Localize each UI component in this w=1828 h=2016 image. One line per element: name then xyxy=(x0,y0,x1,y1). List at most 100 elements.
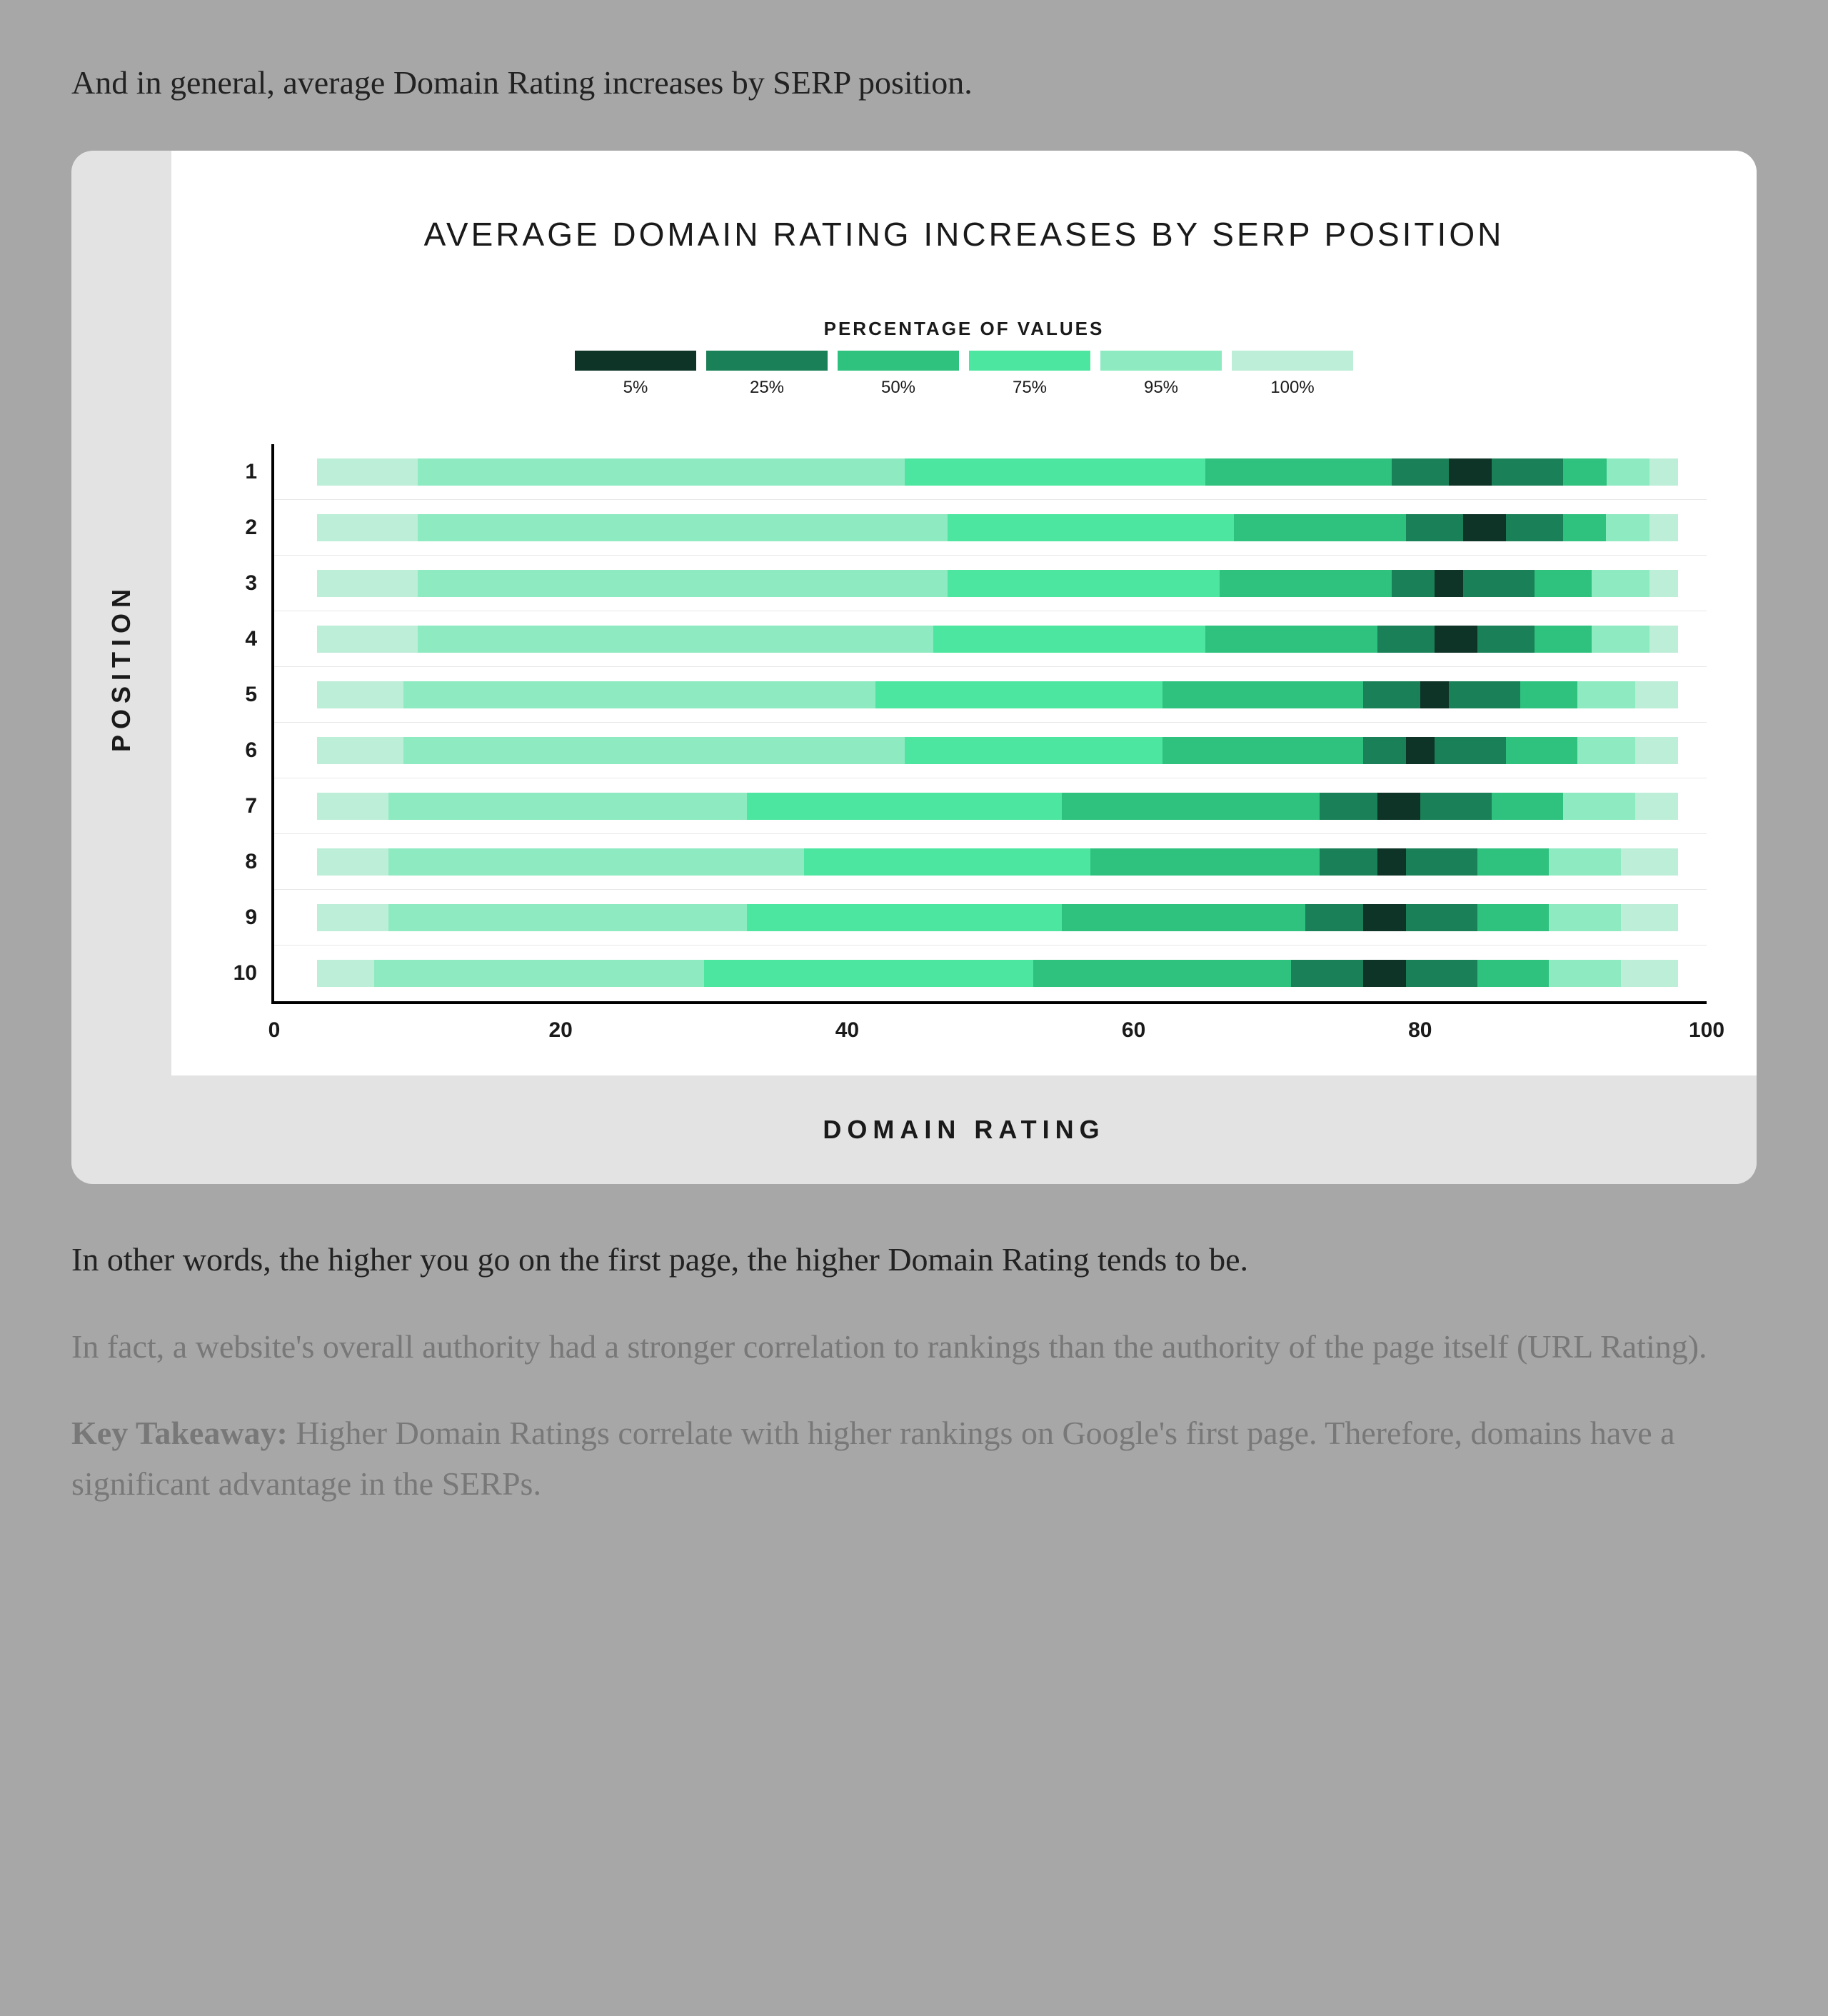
key-takeaway-text: Higher Domain Ratings correlate with hig… xyxy=(71,1415,1675,1502)
bar-segment xyxy=(317,681,403,708)
bar-segment xyxy=(1363,681,1420,708)
bar-segment xyxy=(1477,848,1549,876)
bar-segment xyxy=(1506,737,1577,764)
legend-item: 5% xyxy=(575,351,696,398)
bar-segment xyxy=(1649,514,1678,541)
bar-segment xyxy=(1392,458,1449,486)
bar-segment xyxy=(1549,848,1620,876)
key-takeaway-label: Key Takeaway: xyxy=(71,1415,288,1451)
bar-row xyxy=(274,611,1707,667)
bar-segment xyxy=(1406,737,1435,764)
y-tick-label: 10 xyxy=(221,946,271,1001)
bar-segment xyxy=(317,570,417,597)
x-axis-band: DOMAIN RATING xyxy=(171,1075,1757,1184)
bar-segment xyxy=(1649,458,1678,486)
y-axis-label: POSITION xyxy=(106,583,136,752)
bar-segment xyxy=(1577,737,1634,764)
bar-segment xyxy=(948,570,1220,597)
x-tick-label: 60 xyxy=(1122,1018,1145,1043)
y-tick-label: 3 xyxy=(221,556,271,611)
legend-swatch xyxy=(575,351,696,371)
outro-block: In other words, the higher you go on the… xyxy=(71,1234,1757,1509)
bar-row xyxy=(274,778,1707,834)
bar-segment xyxy=(1062,793,1320,820)
x-ticks: 020406080100 xyxy=(271,1018,1707,1047)
bar-segment xyxy=(1649,570,1678,597)
y-ticks: 12345678910 xyxy=(221,444,271,1004)
bar-segment xyxy=(418,626,933,653)
y-tick-label: 1 xyxy=(221,444,271,500)
y-tick-label: 9 xyxy=(221,890,271,946)
bar-row xyxy=(274,890,1707,946)
bar-segment xyxy=(1492,458,1563,486)
y-tick-label: 7 xyxy=(221,778,271,834)
bar-segment xyxy=(1363,960,1406,987)
legend-label: 100% xyxy=(1270,378,1314,398)
bar-segment xyxy=(1649,626,1678,653)
bar-segment xyxy=(403,681,876,708)
bar-stack xyxy=(317,626,1678,653)
bar-segment xyxy=(1377,793,1420,820)
x-axis: 020406080100 xyxy=(221,1018,1707,1047)
bar-segment xyxy=(1449,681,1520,708)
bar-segment xyxy=(1477,904,1549,931)
bar-segment xyxy=(1406,904,1477,931)
bar-segment xyxy=(1220,570,1392,597)
bar-segment xyxy=(905,737,1162,764)
bar-segment xyxy=(388,904,746,931)
bar-segment xyxy=(1377,848,1406,876)
legend-label: 95% xyxy=(1144,378,1178,398)
bars-viewport xyxy=(271,444,1707,1004)
bar-segment xyxy=(1492,793,1563,820)
bar-segment xyxy=(1162,681,1363,708)
bar-segment xyxy=(1563,458,1606,486)
bar-segment xyxy=(418,570,948,597)
bar-segment xyxy=(1621,848,1678,876)
bar-segment xyxy=(1592,626,1649,653)
legend-swatch xyxy=(706,351,828,371)
bar-segment xyxy=(1205,458,1392,486)
legend-label: 5% xyxy=(623,378,648,398)
x-tick-label: 100 xyxy=(1689,1018,1724,1043)
bar-segment xyxy=(388,793,746,820)
bar-row xyxy=(274,946,1707,1001)
bar-row xyxy=(274,834,1707,890)
outro-p2: In fact, a website's overall authority h… xyxy=(71,1321,1757,1372)
bar-segment xyxy=(317,904,388,931)
bar-segment xyxy=(317,960,374,987)
y-tick-label: 6 xyxy=(221,723,271,778)
bar-segment xyxy=(704,960,1033,987)
bar-segment xyxy=(1606,514,1649,541)
bar-segment xyxy=(1535,570,1592,597)
bar-segment xyxy=(747,793,1062,820)
legend-swatch xyxy=(838,351,959,371)
bar-segment xyxy=(1435,570,1463,597)
bar-stack xyxy=(317,960,1678,987)
bar-segment xyxy=(747,904,1062,931)
bar-segment xyxy=(1033,960,1291,987)
bar-segment xyxy=(875,681,1162,708)
bar-segment xyxy=(388,848,804,876)
legend-item: 25% xyxy=(706,351,828,398)
x-tick-label: 20 xyxy=(549,1018,573,1043)
bar-segment xyxy=(905,458,1205,486)
bar-row xyxy=(274,723,1707,778)
bar-segment xyxy=(1577,681,1634,708)
bar-segment xyxy=(1635,681,1678,708)
legend-item: 100% xyxy=(1232,351,1353,398)
bar-segment xyxy=(1520,681,1577,708)
bar-segment xyxy=(317,514,417,541)
bar-row xyxy=(274,556,1707,611)
bar-segment xyxy=(1463,514,1506,541)
outro-p3: Key Takeaway: Higher Domain Ratings corr… xyxy=(71,1408,1757,1510)
bar-segment xyxy=(1291,960,1362,987)
chart-body: 12345678910 xyxy=(221,444,1707,1004)
bar-segment xyxy=(948,514,1234,541)
y-tick-label: 4 xyxy=(221,611,271,667)
bar-segment xyxy=(1320,848,1377,876)
x-tick-label: 80 xyxy=(1408,1018,1432,1043)
bar-segment xyxy=(1406,848,1477,876)
bar-segment xyxy=(1363,737,1406,764)
bar-row xyxy=(274,667,1707,723)
bar-segment xyxy=(1435,737,1506,764)
